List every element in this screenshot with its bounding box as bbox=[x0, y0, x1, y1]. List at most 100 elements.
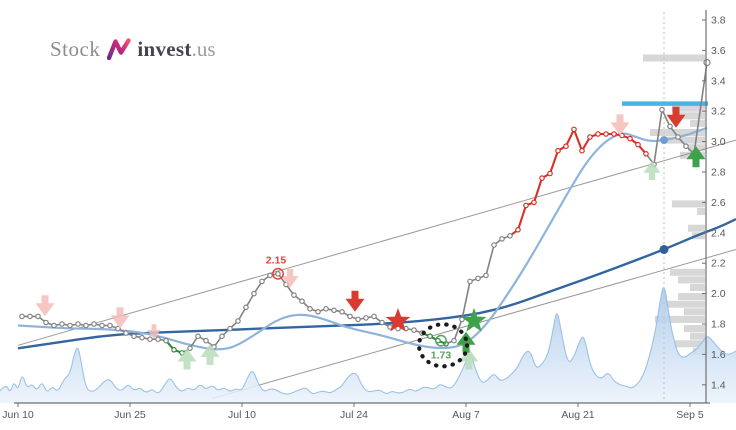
price-marker bbox=[51, 322, 57, 329]
annotation-ring bbox=[435, 334, 447, 347]
price-marker bbox=[587, 134, 593, 140]
y-axis-label: 2.0 bbox=[711, 288, 726, 300]
signal-star-green bbox=[461, 308, 487, 332]
price-line-segment bbox=[453, 318, 463, 342]
y-axis-label: 3.2 bbox=[711, 106, 726, 118]
price-marker bbox=[531, 199, 537, 206]
signal-arrow-down-weak bbox=[610, 114, 630, 136]
price-line-segment bbox=[461, 280, 471, 321]
signal-arrow-down-weak bbox=[110, 307, 130, 329]
price-marker bbox=[227, 325, 233, 332]
annotation-value-label: 2.15 bbox=[266, 255, 287, 267]
price-marker bbox=[83, 322, 89, 329]
volume-profile-bar bbox=[650, 129, 705, 136]
signal-arrow-down-weak bbox=[147, 324, 161, 339]
price-marker bbox=[595, 131, 601, 137]
price-marker bbox=[355, 316, 361, 323]
brand-invest-text: invest bbox=[137, 37, 192, 61]
annotation-ring bbox=[272, 267, 284, 280]
price-marker bbox=[371, 313, 377, 320]
price-marker bbox=[107, 322, 113, 329]
volume-profile-bar bbox=[697, 208, 705, 215]
price-marker bbox=[91, 321, 97, 327]
price-marker bbox=[627, 135, 633, 142]
price-marker bbox=[347, 313, 353, 320]
signal-arrow-up-weak bbox=[459, 348, 479, 370]
price-marker bbox=[507, 233, 513, 239]
price-marker bbox=[427, 333, 433, 340]
price-marker bbox=[67, 322, 73, 329]
price-marker bbox=[267, 272, 273, 279]
price-marker bbox=[411, 327, 417, 333]
price-marker bbox=[59, 321, 65, 327]
price-line-segment bbox=[693, 61, 708, 155]
brand-us-text: .us bbox=[191, 37, 216, 61]
x-axis-label: Jul 10 bbox=[228, 409, 256, 421]
price-marker bbox=[683, 143, 689, 150]
price-marker bbox=[491, 242, 497, 248]
price-marker bbox=[547, 170, 553, 177]
brand-logo: Stock invest .us bbox=[50, 36, 216, 62]
price-marker bbox=[219, 333, 225, 340]
price-line-segment bbox=[653, 108, 663, 166]
price-marker bbox=[35, 313, 41, 320]
signal-arrow-up-weak bbox=[643, 161, 661, 180]
price-marker bbox=[635, 141, 641, 148]
price-marker bbox=[667, 123, 673, 130]
brand-stock-text: Stock bbox=[50, 37, 101, 61]
price-marker bbox=[703, 58, 711, 67]
volume-profile-bar bbox=[684, 308, 705, 316]
price-marker bbox=[675, 134, 681, 140]
price-marker bbox=[27, 313, 33, 320]
price-marker bbox=[307, 305, 313, 312]
price-marker bbox=[323, 305, 329, 312]
x-axis-label: Aug 21 bbox=[561, 409, 594, 421]
y-axis-label: 3.6 bbox=[711, 45, 726, 57]
price-marker bbox=[291, 292, 297, 298]
x-axis-label: Jul 24 bbox=[340, 409, 368, 421]
y-axis-label: 3.8 bbox=[711, 15, 726, 27]
volume-profile-bar bbox=[672, 200, 705, 208]
price-marker bbox=[339, 308, 345, 315]
price-marker bbox=[139, 334, 145, 341]
price-marker bbox=[611, 131, 617, 137]
signal-arrow-down-weak bbox=[35, 295, 55, 317]
x-axis-label: Aug 7 bbox=[452, 409, 480, 421]
price-marker bbox=[563, 143, 569, 150]
price-marker bbox=[155, 336, 161, 343]
price-line-segment bbox=[548, 149, 560, 175]
price-line-segment bbox=[564, 128, 576, 148]
volume-profile-bar bbox=[684, 325, 705, 333]
volume-profile-bar bbox=[663, 136, 705, 144]
price-marker bbox=[659, 106, 665, 113]
y-axis-label: 3.0 bbox=[711, 136, 726, 148]
volume-profile-bar bbox=[655, 315, 705, 323]
y-axis-label: 1.8 bbox=[711, 319, 726, 331]
ma-slow-line bbox=[17, 218, 736, 350]
price-line-segment bbox=[485, 244, 495, 277]
volume-profile-bar bbox=[670, 268, 705, 276]
volume-profile-bar bbox=[688, 224, 705, 232]
price-line-segment bbox=[516, 204, 528, 231]
price-marker bbox=[171, 346, 177, 353]
price-marker bbox=[131, 333, 137, 340]
signal-star-red bbox=[385, 308, 411, 332]
price-marker bbox=[571, 126, 577, 133]
y-axis-label: 2.4 bbox=[711, 227, 726, 239]
signal-arrow-up-strong bbox=[686, 146, 706, 168]
signal-arrow-up-weak bbox=[177, 348, 197, 370]
ma-fast-line bbox=[17, 126, 708, 351]
price-marker bbox=[275, 270, 281, 277]
annotation-value-label: 1.73 bbox=[431, 350, 452, 362]
signal-arrow-up-strong bbox=[456, 331, 476, 353]
price-marker bbox=[555, 147, 561, 154]
price-marker bbox=[483, 272, 489, 279]
price-marker bbox=[523, 202, 529, 209]
price-marker bbox=[147, 336, 153, 343]
price-marker bbox=[451, 337, 457, 344]
price-marker bbox=[331, 307, 337, 314]
price-marker bbox=[163, 337, 169, 344]
price-marker bbox=[19, 313, 25, 320]
